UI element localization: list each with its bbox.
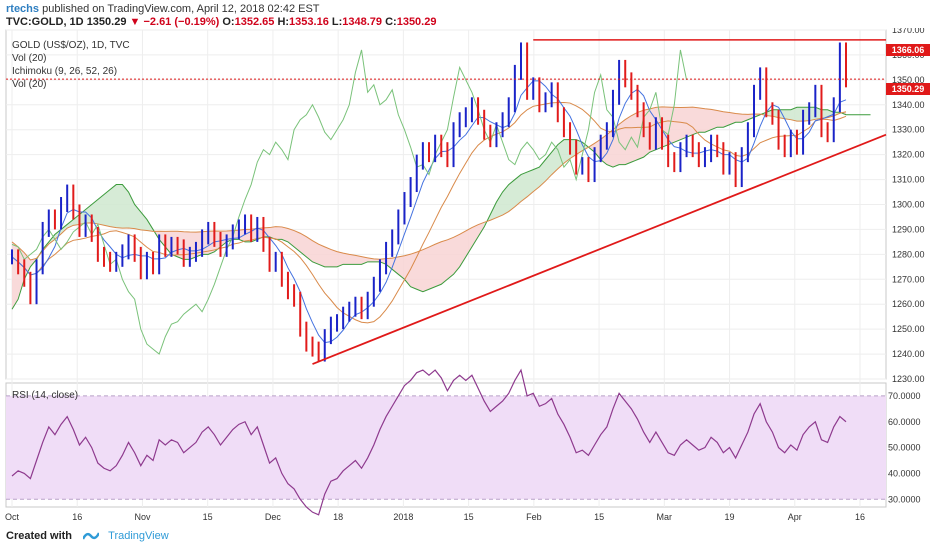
- cloud-red-area: [153, 222, 485, 292]
- publish-line: rtechs published on TradingView.com, Apr…: [6, 3, 320, 15]
- low-value: 1348.79: [342, 16, 383, 28]
- legend-ichimoku: Ichimoku (9, 26, 52, 26): [12, 66, 117, 77]
- price-tick-label: 1370.00: [892, 28, 925, 35]
- price-tick-label: 1300.00: [892, 200, 925, 210]
- leading-span-a-line: [11, 106, 871, 310]
- author-link[interactable]: rtechs: [6, 3, 40, 15]
- price-tick-label: 1350.00: [892, 75, 925, 85]
- x-tick-label: Apr: [788, 512, 802, 522]
- cloud-red-area: [588, 106, 761, 168]
- base-line: [11, 101, 847, 324]
- x-tick-label: Nov: [134, 512, 151, 522]
- candles: [11, 42, 847, 362]
- price-tick-label: 1330.00: [892, 125, 925, 135]
- support-trendline: [312, 133, 887, 365]
- price-tick-label: 1230.00: [892, 374, 925, 384]
- price-tick-label: 1250.00: [892, 324, 925, 334]
- high-value: 1353.16: [289, 16, 329, 28]
- price-tick-label: 1270.00: [892, 274, 925, 284]
- publish-info: published on TradingView.com, April 12, …: [42, 3, 320, 15]
- created-with-label: Created with: [6, 530, 73, 542]
- chart-canvas[interactable]: Oct 16 Nov 15 Dec 18 2018 15 Feb 15 Mar 19 Apr 16 1230…: [0, 28, 932, 524]
- resistance-badge: [886, 44, 930, 56]
- x-tick-label: 16: [72, 512, 82, 522]
- current-price-badge: [886, 83, 930, 95]
- rsi-tick-label: 60.0000: [888, 417, 921, 427]
- rsi-tick-label: 70.0000: [888, 391, 921, 401]
- lagging-span-line: [11, 49, 688, 355]
- rsi-line: [6, 368, 886, 516]
- resistance-badge-label: 1366.06: [892, 45, 925, 55]
- close-value: 1350.29: [396, 16, 437, 28]
- high-label: H:: [277, 16, 290, 28]
- low-label: L:: [331, 16, 343, 28]
- x-tick-label: 15: [203, 512, 213, 522]
- rsi-series-line: [11, 368, 847, 516]
- x-tick-label: 15: [594, 512, 604, 522]
- x-tick-label: Oct: [5, 512, 20, 522]
- price-tick-label: 1260.00: [892, 299, 925, 309]
- indicator-lines: [11, 49, 871, 355]
- x-tick-label: 2018: [393, 512, 413, 522]
- x-tick-label: 18: [333, 512, 343, 522]
- tradingview-logo-icon: [81, 531, 101, 541]
- x-tick-label: 15: [464, 512, 474, 522]
- axes: Oct 16 Nov 15 Dec 18 2018 15 Feb 15 Mar 19 Apr 16 1230…: [5, 28, 925, 522]
- close-label: C:: [385, 16, 397, 28]
- change-value: −2.61 (−0.19%): [143, 16, 220, 28]
- x-tick-label: 19: [725, 512, 735, 522]
- price-tick-label: 1240.00: [892, 349, 925, 359]
- legend-vol: Vol (20): [12, 53, 46, 64]
- rsi-band: [6, 395, 886, 500]
- open-label: O:: [222, 16, 235, 28]
- cloud-green-area: [36, 184, 154, 260]
- rsi-tick-label: 30.0000: [888, 494, 921, 504]
- x-tick-label: Dec: [265, 512, 282, 522]
- x-tick-label: Feb: [526, 512, 542, 522]
- rsi-tick-label: 40.0000: [888, 468, 921, 478]
- down-triangle-icon: ▼: [129, 16, 141, 28]
- current-price-badge-label: 1350.29: [892, 84, 925, 94]
- leading-span-b-line: [11, 106, 847, 261]
- x-tick-label: 16: [855, 512, 865, 522]
- last-price: 1350.29: [86, 16, 127, 28]
- price-tick-label: 1290.00: [892, 224, 925, 234]
- legend-title: GOLD (US$/OZ), 1D, TVC: [12, 40, 130, 51]
- price-tick-label: 1310.00: [892, 175, 925, 185]
- annotations: [6, 39, 887, 365]
- legend-vol-2: Vol (20): [12, 79, 46, 90]
- ohlc-line: TVC:GOLD, 1D 1350.29 ▼ −2.61 (−0.19%) O:…: [6, 16, 436, 28]
- symbol-label: TVC:GOLD, 1D: [6, 16, 84, 28]
- price-tick-label: 1280.00: [892, 249, 925, 259]
- rsi-tick-label: 50.0000: [888, 443, 921, 453]
- x-tick-label: Mar: [657, 512, 673, 522]
- price-tick-label: 1340.00: [892, 100, 925, 110]
- conversion-line: [11, 80, 847, 344]
- open-value: 1352.65: [234, 16, 275, 28]
- legend-rsi: RSI (14, close): [12, 390, 78, 401]
- tradingview-link[interactable]: TradingView: [108, 530, 169, 542]
- price-tick-label: 1320.00: [892, 150, 925, 160]
- footer: Created with TradingView: [6, 530, 169, 542]
